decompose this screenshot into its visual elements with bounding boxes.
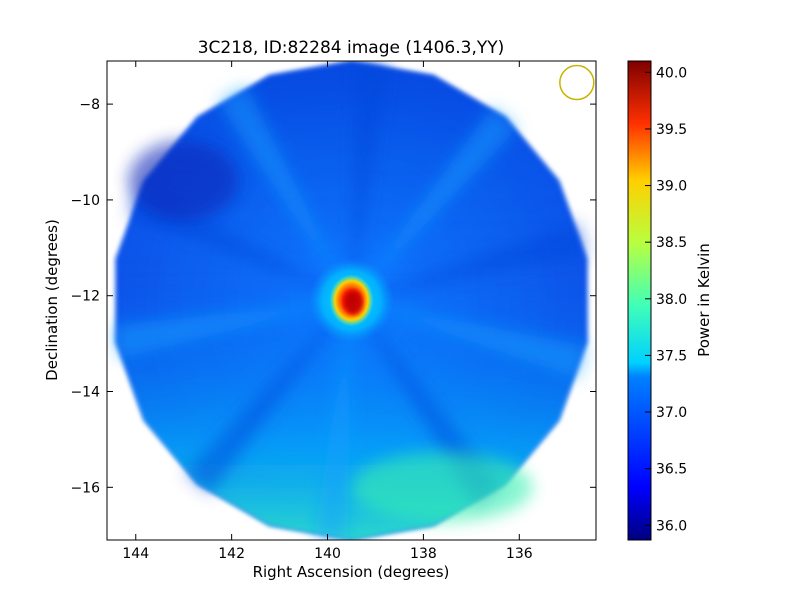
radial-streak <box>351 106 519 301</box>
y-tick-label: −14 <box>70 385 100 401</box>
radial-streak <box>351 300 587 379</box>
colorbar-tick-label: 37.5 <box>656 348 687 364</box>
source-core-peak <box>344 290 363 315</box>
colorbar-tick-label: 40.0 <box>656 65 687 81</box>
colorbar <box>627 60 652 541</box>
beam-circle <box>559 64 595 101</box>
y-axis-label: Declination (degrees) <box>43 219 61 381</box>
radial-streak <box>217 85 352 301</box>
sky-image <box>113 61 588 540</box>
x-tick-label: 142 <box>218 546 245 562</box>
colorbar-tick-label: 36.5 <box>656 462 687 478</box>
x-tick-label: 136 <box>506 546 533 562</box>
colorbar-tick-label: 37.0 <box>656 405 687 421</box>
radial-streak <box>113 300 352 359</box>
colorbar-tick-label: 39.5 <box>656 122 687 138</box>
chart-title: 3C218, ID:82284 image (1406.3,YY) <box>198 38 505 58</box>
y-tick-label: −8 <box>79 97 100 113</box>
dark-region <box>128 140 239 221</box>
x-axis-label: Right Ascension (degrees) <box>253 563 450 581</box>
colorbar-tick-label: 38.5 <box>656 235 687 251</box>
y-axis-ticks: −8 −10 −12 −14 −16 <box>70 97 596 496</box>
radial-streak <box>313 300 352 540</box>
colorbar-tick-label: 36.0 <box>656 518 687 534</box>
x-tick-label: 140 <box>314 546 341 562</box>
radial-streak <box>351 222 587 301</box>
colorbar-label: Power in Kelvin <box>695 243 713 357</box>
plot-frame <box>106 60 597 541</box>
x-axis-ticks: 144 142 140 138 136 <box>122 61 533 562</box>
radial-streak <box>351 61 390 301</box>
y-tick-label: −12 <box>70 289 100 305</box>
colorbar-tick-label: 38.0 <box>656 292 687 308</box>
radial-streak <box>184 300 352 495</box>
x-tick-label: 144 <box>122 546 149 562</box>
bright-region <box>352 452 533 523</box>
colorbar-tick-label: 39.0 <box>656 179 687 195</box>
x-tick-label: 138 <box>410 546 437 562</box>
colorbar-ticks: 36.0 36.5 37.0 37.5 38.0 38.5 39.0 39.5 40.0 <box>645 65 687 534</box>
y-tick-label: −10 <box>70 193 100 209</box>
y-tick-label: −16 <box>70 480 100 496</box>
